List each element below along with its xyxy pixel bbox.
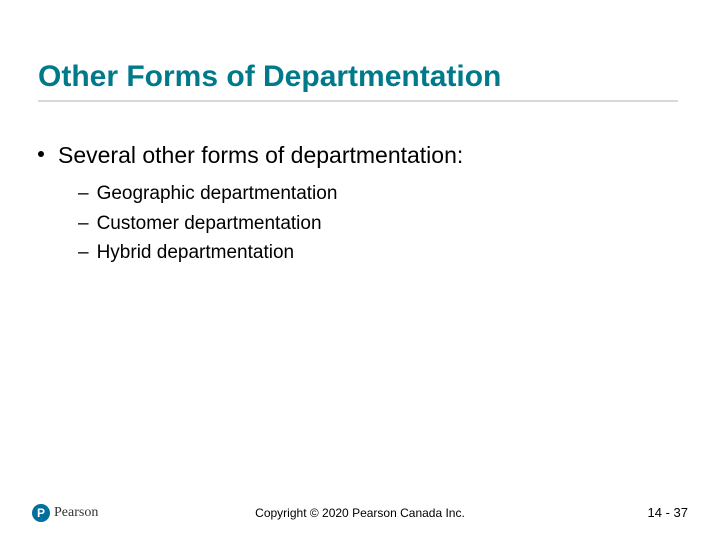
sub-bullet-item: – Geographic departmentation (78, 181, 678, 207)
dash-icon: – (78, 240, 89, 266)
bullet-level1: Several other forms of departmentation: (38, 140, 678, 171)
bullet-dot-icon (38, 151, 44, 157)
sub-bullet-text: Geographic departmentation (97, 181, 338, 207)
sub-bullet-item: – Customer departmentation (78, 211, 678, 237)
dash-icon: – (78, 211, 89, 237)
slide-body: Several other forms of departmentation: … (38, 140, 678, 270)
bullet-text: Several other forms of departmentation: (58, 140, 463, 171)
sub-bullet-list: – Geographic departmentation – Customer … (78, 181, 678, 266)
sub-bullet-item: – Hybrid departmentation (78, 240, 678, 266)
page-number: 14 - 37 (648, 505, 688, 520)
sub-bullet-text: Hybrid departmentation (97, 240, 295, 266)
copyright-text: Copyright © 2020 Pearson Canada Inc. (0, 506, 720, 520)
dash-icon: – (78, 181, 89, 207)
slide-title: Other Forms of Departmentation (38, 60, 678, 102)
sub-bullet-text: Customer departmentation (97, 211, 322, 237)
slide: Other Forms of Departmentation Several o… (0, 0, 720, 540)
slide-footer: P Pearson Copyright © 2020 Pearson Canad… (0, 498, 720, 522)
